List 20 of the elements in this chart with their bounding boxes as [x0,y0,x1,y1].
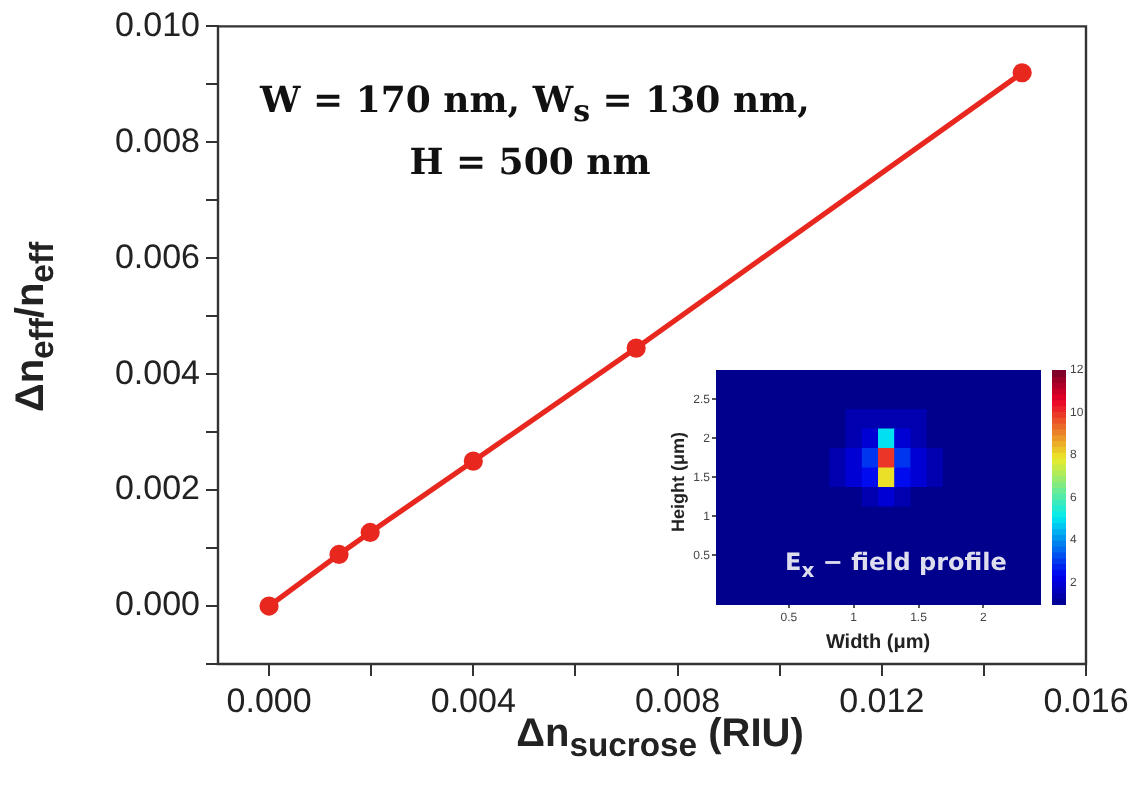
point [463,451,483,471]
y-tick-label: 0.008 [114,121,200,160]
point [1012,63,1032,83]
x-tick-label: 0.000 [226,681,312,720]
point [360,522,380,543]
x-axis-title: Width (μm) [823,632,933,654]
point [626,338,646,358]
y-tick-label: 0.002 [114,469,200,508]
point [259,596,279,616]
x-tick-label: 0.016 [1043,681,1129,720]
y-tick-label: 0.006 [114,237,200,276]
x-tick-label: 0.012 [839,681,925,720]
point [329,544,349,565]
y-tick-label: 0.004 [114,353,200,392]
x-tick-label: 0.004 [430,681,516,720]
annotation: W = 170 nm, W$_{s}$ = 130 nm, H = 500 nm [260,78,810,188]
x-axis-title: Δn$_{sucrose}$ (RIU) [516,712,804,764]
annotation: E$_{x}$ − field profile [783,548,1009,583]
y-axis-title: Height (μm) [668,430,688,537]
y-tick-label: 0.010 [114,5,200,44]
